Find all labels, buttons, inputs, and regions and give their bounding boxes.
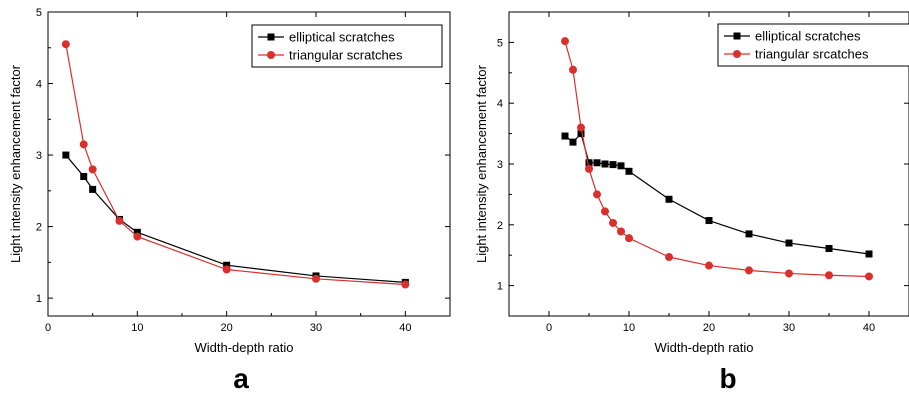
chart-a-point-elliptical <box>133 228 141 236</box>
chart-b-point-triangular <box>601 207 609 216</box>
chart-a-point-triangular <box>79 140 88 149</box>
chart-b-x-tick-label: 20 <box>703 322 715 334</box>
chart-a-x-tick-label: 30 <box>310 322 322 334</box>
chart-b-legend-marker-elliptical <box>733 32 741 40</box>
chart-a-point-triangular <box>312 274 320 283</box>
chart-b-point-elliptical <box>569 138 577 146</box>
chart-a-point-triangular <box>88 165 97 174</box>
chart-a-point-triangular <box>401 280 410 289</box>
chart-a-point-elliptical <box>62 151 70 159</box>
chart-b-x-tick-label: 0 <box>546 322 552 334</box>
chart-b-point-triangular <box>617 227 625 236</box>
chart-a-y-tick-label: 5 <box>36 7 42 19</box>
chart-b-point-triangular <box>585 164 593 173</box>
chart-b: 0 10 20 30 40 1 2 3 4 5 Width-depth ratio Light int… <box>474 11 909 393</box>
chart-b-y-axis-title: Light intensity enhancement factor <box>474 64 489 263</box>
chart-b-point-elliptical <box>617 162 625 170</box>
chart-a-y-axis-title: Light intensity enhancement factor <box>8 64 23 263</box>
chart-a-y-tick-label: 3 <box>36 150 42 162</box>
chart-a-x-tick-label: 20 <box>221 322 233 334</box>
chart-b-point-elliptical <box>705 217 713 225</box>
chart-a-legend-marker-elliptical <box>267 33 275 41</box>
chart-a-point-triangular <box>222 265 231 274</box>
chart-b-point-elliptical <box>825 245 833 253</box>
chart-b-y-tick-label: 2 <box>497 220 503 232</box>
chart-a: 0 10 20 30 40 1 2 3 4 5 Width-depth ratio Light int… <box>8 7 451 393</box>
chart-a-point-elliptical <box>80 173 88 181</box>
chart-b-y-tick-label: 5 <box>497 37 503 49</box>
chart-b-point-elliptical <box>585 159 593 167</box>
chart-b-point-triangular <box>593 190 601 199</box>
chart-a-panel-label: a <box>233 363 249 393</box>
chart-b-legend-box <box>717 23 909 67</box>
chart-b-point-triangular <box>785 269 793 278</box>
chart-a-point-triangular <box>133 232 142 241</box>
chart-b-point-triangular <box>561 37 569 46</box>
chart-b-x-axis-title: Width-depth ratio <box>655 340 754 355</box>
chart-a-x-tick-label: 0 <box>45 322 51 334</box>
chart-b-legend: elliptical scratches triangular srcatches <box>717 23 909 67</box>
chart-a-legend-marker-triangular <box>267 51 275 59</box>
chart-b-point-elliptical <box>609 161 617 169</box>
chart-a-legend-box <box>251 24 443 68</box>
chart-b-series-elliptical-line <box>564 132 870 255</box>
chart-b-point-elliptical <box>785 239 793 247</box>
chart-b-y-tick-label: 1 <box>497 281 503 293</box>
chart-a-point-triangular <box>115 216 124 225</box>
chart-b-y-tick-label: 3 <box>497 159 503 171</box>
chart-a-x-tick-label: 10 <box>131 322 143 334</box>
chart-b-panel-label: b <box>719 363 736 393</box>
chart-a-point-triangular <box>61 40 70 49</box>
chart-a-y-tick-label: 4 <box>36 79 42 91</box>
chart-b-series-triangular-line <box>564 41 870 278</box>
chart-b-point-elliptical <box>625 167 633 175</box>
chart-b-y-tick-label: 4 <box>497 98 503 110</box>
chart-b-point-elliptical <box>745 230 753 238</box>
chart-b-point-elliptical <box>593 159 601 167</box>
chart-a-series-triangular-line <box>65 44 406 286</box>
chart-b-point-triangular <box>665 253 673 262</box>
chart-a-point-elliptical <box>223 261 231 269</box>
chart-b-point-triangular <box>865 272 873 281</box>
chart-b-point-elliptical <box>665 195 673 203</box>
chart-a-point-elliptical <box>89 185 97 193</box>
chart-b-point-triangular <box>577 123 585 132</box>
chart-b-legend-label-elliptical: elliptical scratches <box>755 29 861 44</box>
chart-b-point-triangular <box>705 261 713 270</box>
chart-b-point-triangular <box>745 266 753 275</box>
chart-a-plot-frame <box>47 11 451 317</box>
chart-b-point-triangular <box>825 271 833 280</box>
chart-a-y-tick-label: 1 <box>36 293 42 305</box>
chart-a-y-tick-label: 2 <box>36 222 42 234</box>
chart-b-point-elliptical <box>561 132 569 140</box>
chart-b-legend-label-triangular: triangular srcatches <box>755 47 869 62</box>
chart-a-x-axis-title: Width-depth ratio <box>195 340 294 355</box>
chart-a-legend-label-elliptical: elliptical scratches <box>289 30 395 45</box>
chart-b-point-triangular <box>609 218 617 227</box>
chart-b-x-tick-label: 40 <box>863 322 875 334</box>
chart-b-point-triangular <box>625 234 633 243</box>
chart-a-legend-label-triangular: triangular scratches <box>289 48 403 63</box>
chart-b-point-triangular <box>569 65 577 74</box>
chart-a-x-tick-label: 40 <box>399 322 411 334</box>
chart-b-point-elliptical <box>577 130 585 138</box>
chart-a-legend: elliptical scratches triangular scratches <box>251 24 443 68</box>
chart-b-x-tick-label: 10 <box>623 322 635 334</box>
chart-b-x-tick-label: 30 <box>783 322 795 334</box>
chart-b-legend-marker-triangular <box>733 50 741 58</box>
chart-b-point-elliptical <box>865 250 873 258</box>
chart-b-point-elliptical <box>601 160 609 168</box>
